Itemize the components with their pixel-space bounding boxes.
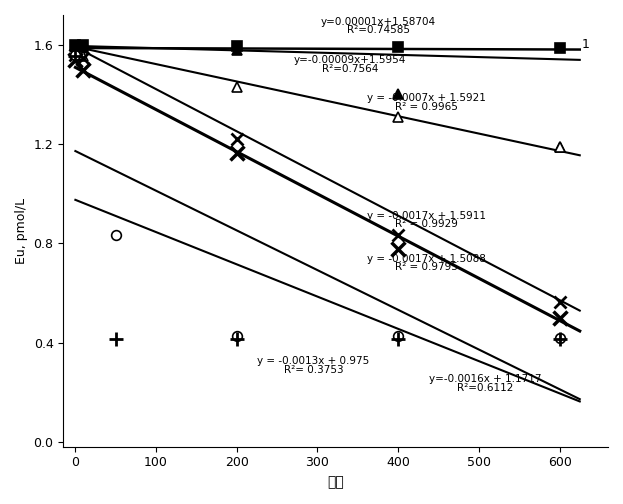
Text: R²=0.6112: R²=0.6112 — [457, 383, 513, 393]
Text: y=-0.00009x+1.5954: y=-0.00009x+1.5954 — [293, 55, 406, 65]
Text: y=-0.0016x + 1.1717: y=-0.0016x + 1.1717 — [429, 374, 541, 384]
Text: y = -0.0007x + 1.5921: y = -0.0007x + 1.5921 — [367, 93, 486, 103]
Text: R²=0.74585: R²=0.74585 — [346, 25, 409, 35]
Text: 1: 1 — [581, 38, 589, 51]
Text: y = -0.0017x + 1.5088: y = -0.0017x + 1.5088 — [367, 254, 486, 264]
Text: y = -0.0017x + 1.5911: y = -0.0017x + 1.5911 — [367, 211, 486, 221]
Text: R²=0.7564: R²=0.7564 — [321, 64, 378, 74]
Text: R² = 0.9965: R² = 0.9965 — [395, 101, 458, 111]
Text: R² = 0.9795: R² = 0.9795 — [395, 262, 458, 272]
Text: y=0.00001x+1.58704: y=0.00001x+1.58704 — [320, 17, 435, 27]
Text: R² = 0.9929: R² = 0.9929 — [395, 219, 458, 229]
X-axis label: 浓度: 浓度 — [327, 475, 344, 489]
Text: R²= 0.3753: R²= 0.3753 — [283, 364, 343, 374]
Text: y = -0.0013x + 0.975: y = -0.0013x + 0.975 — [257, 356, 369, 366]
Y-axis label: Eu, pmol/L: Eu, pmol/L — [15, 198, 28, 264]
